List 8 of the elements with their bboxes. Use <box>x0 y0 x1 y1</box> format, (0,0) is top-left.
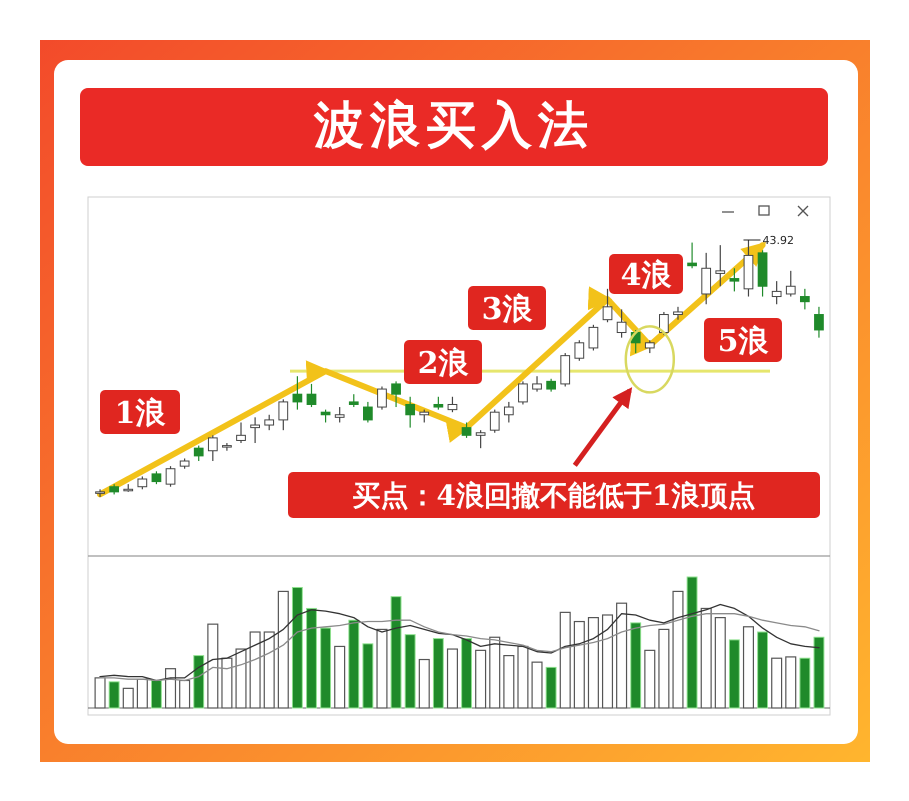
annotation: 1浪 <box>114 396 166 431</box>
chart-title: 波浪买入法 <box>313 96 594 154</box>
annotation: 2浪 <box>418 346 470 381</box>
annotation: 43.92 <box>762 234 794 247</box>
annotation: 3浪 <box>482 292 534 327</box>
annotation: 4浪 <box>620 258 672 293</box>
annotation: 5浪 <box>718 324 770 359</box>
annotation: 买点：4浪回撤不能低于1浪顶点 <box>352 479 756 512</box>
